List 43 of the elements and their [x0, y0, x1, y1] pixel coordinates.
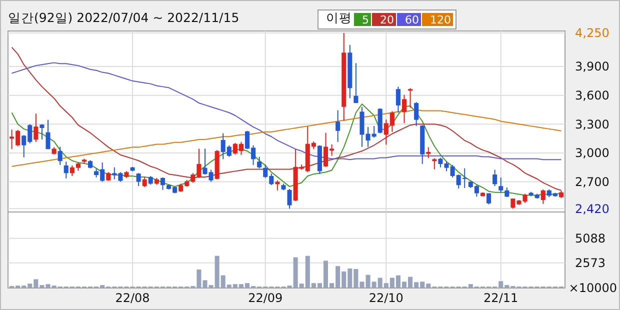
candlestick: [540, 188, 546, 204]
candlestick: [160, 176, 165, 190]
text: 120: [430, 14, 451, 26]
candlestick: [408, 88, 413, 108]
candlestick: [287, 188, 292, 210]
text: 5: [362, 14, 369, 26]
y-tick-label: 4,250: [575, 26, 610, 40]
x-tick-label: 22/08: [115, 291, 150, 305]
x-tick-label: 22/11: [484, 291, 518, 305]
candlestick: [396, 86, 400, 114]
chart-title: 일간(92일) 2022/07/04 ~ 2022/11/15: [8, 10, 240, 25]
legend-title: 이평: [326, 10, 352, 25]
text: 60: [405, 14, 419, 26]
y-tick-label: 3,300: [575, 117, 610, 132]
candlestick: [354, 62, 358, 104]
candlestick: [426, 146, 431, 159]
candlestick: [414, 102, 419, 127]
y-tick-label: 5088: [575, 232, 606, 246]
candlestick: [432, 158, 437, 170]
y-tick-label: 3,600: [575, 88, 610, 103]
candlestick: [402, 94, 407, 124]
x-tick-label: 22/10: [368, 291, 404, 305]
y-tick-label: 3,900: [575, 60, 610, 74]
y-axis-title: ×10000: [568, 281, 617, 296]
candlestick: [58, 146, 62, 166]
candlestick: [492, 169, 498, 187]
line-series: [11, 46, 562, 191]
candlestick: [498, 176, 504, 194]
text: 20: [380, 14, 394, 26]
candlestick: [142, 176, 147, 188]
candlestick: [64, 161, 68, 179]
y-tick-label: 2,420: [575, 202, 610, 216]
y-tick-label: 2,700: [575, 174, 610, 189]
candlestick: [336, 110, 340, 142]
candlestick: [46, 119, 50, 150]
x-tick-label: 22/09: [248, 291, 283, 305]
candlestick: [40, 124, 44, 140]
candlestick: [136, 172, 141, 187]
y-tick-label: 2573: [575, 256, 606, 270]
candlestick: [34, 113, 38, 142]
candlestick: [257, 156, 262, 169]
candlestick: [504, 187, 510, 198]
y-tick-label: 3,000: [575, 146, 610, 160]
